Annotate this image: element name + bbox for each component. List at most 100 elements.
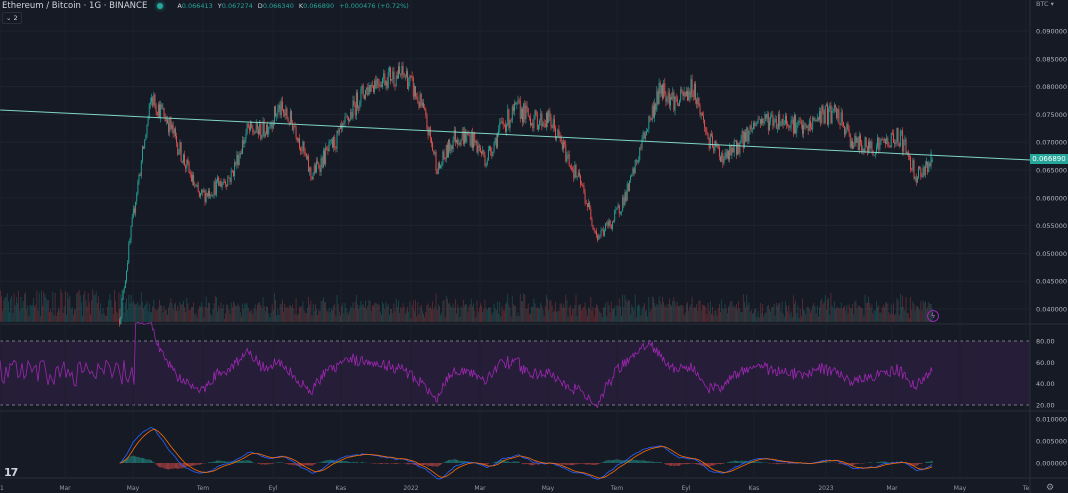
- volume-bar: [485, 307, 487, 322]
- candle-body: [169, 117, 171, 133]
- volume-bar: [242, 303, 243, 322]
- candle-body: [495, 137, 497, 148]
- candle-body: [316, 161, 317, 173]
- candle-body: [351, 112, 353, 118]
- macd-histogram-bar: [921, 463, 923, 464]
- candle-body: [740, 139, 742, 143]
- candle-body: [333, 137, 335, 148]
- candle-body: [193, 174, 195, 186]
- volume-bar: [491, 314, 493, 322]
- candle-body: [840, 112, 842, 125]
- candle-body: [824, 106, 826, 124]
- volume-bar: [91, 300, 92, 322]
- macd-histogram-bar: [393, 463, 395, 464]
- candle-body: [718, 147, 720, 157]
- volume-bar: [671, 305, 673, 322]
- gear-icon[interactable]: ⚙: [1046, 483, 1055, 493]
- volume-bar: [151, 312, 152, 322]
- candle-body: [503, 124, 505, 125]
- candle-body: [870, 141, 872, 149]
- candle-body: [788, 125, 790, 128]
- macd-histogram-bar: [689, 463, 691, 465]
- macd-histogram-bar: [775, 463, 777, 465]
- macd-histogram-bar: [231, 461, 233, 463]
- volume-bar: [617, 306, 619, 322]
- volume-bar: [522, 301, 523, 322]
- volume-bar: [137, 301, 139, 322]
- candle-body: [343, 122, 345, 124]
- volume-bar: [893, 303, 894, 322]
- volume-bar: [420, 304, 422, 322]
- macd-histogram-bar: [295, 463, 297, 466]
- volume-bar: [794, 303, 795, 322]
- candle-body: [236, 154, 238, 165]
- candle-body: [497, 134, 498, 148]
- volume-bar: [540, 302, 542, 322]
- collapse-indicators-button[interactable]: ⌄ 2: [2, 12, 22, 24]
- macd-histogram-bar: [225, 461, 226, 463]
- candle-body: [875, 146, 877, 153]
- volume-bar: [465, 303, 467, 322]
- volume-bar: [913, 303, 915, 322]
- volume-bar: [633, 310, 635, 322]
- candle-body: [299, 138, 300, 148]
- macd-histogram-bar: [698, 463, 700, 465]
- candle-body: [451, 145, 453, 150]
- trendline[interactable]: [0, 109, 1031, 161]
- volume-bar: [338, 311, 340, 322]
- volume-bar: [367, 306, 369, 322]
- candle-body: [370, 84, 372, 92]
- candle-body: [703, 115, 704, 121]
- volume-bar: [812, 305, 814, 322]
- candle-body: [771, 115, 773, 117]
- candle-body: [470, 132, 472, 146]
- candle-body: [223, 181, 225, 183]
- candle-body: [915, 177, 917, 183]
- tradingview-logo[interactable]: 17: [4, 466, 18, 479]
- macd-histogram-bar: [152, 461, 154, 463]
- candle-body: [536, 115, 538, 130]
- macd-histogram-bar: [637, 460, 638, 463]
- macd-histogram-bar: [913, 463, 915, 466]
- candle-body: [448, 139, 450, 158]
- candle-body: [757, 118, 759, 123]
- candle-body: [895, 141, 897, 145]
- macd-histogram-bar: [888, 462, 890, 463]
- candle-body: [220, 181, 222, 188]
- volume-bar: [39, 315, 41, 322]
- macd-histogram-bar: [624, 459, 626, 463]
- candle-body: [519, 100, 521, 119]
- candle-body: [259, 123, 261, 135]
- currency-selector[interactable]: BTC ▾: [1036, 0, 1054, 8]
- volume-bar: [732, 306, 734, 322]
- volume-bar: [830, 292, 832, 322]
- macd-histogram-bar: [460, 460, 462, 463]
- macd-histogram-bar: [649, 461, 651, 463]
- macd-histogram-bar: [169, 463, 171, 469]
- symbol-title[interactable]: Ethereum / Bitcoin · 1G · BINANCE: [2, 1, 148, 11]
- macd-histogram-bar: [720, 463, 721, 465]
- volume-bar: [231, 307, 233, 322]
- candle-body: [861, 142, 863, 152]
- macd-histogram-bar: [717, 463, 719, 464]
- volume-bar: [736, 304, 737, 322]
- time-tick-label: 11: [0, 485, 4, 492]
- macd-histogram-bar: [267, 463, 269, 465]
- candle-body: [147, 117, 149, 125]
- macd-histogram-bar: [210, 462, 212, 463]
- volume-bar: [376, 303, 378, 322]
- candle-body: [268, 127, 270, 135]
- candle-body: [683, 92, 685, 97]
- volume-bar: [515, 305, 517, 322]
- candle-body: [647, 129, 649, 132]
- lightning-icon[interactable]: ϟ: [927, 310, 939, 322]
- volume-bar: [173, 304, 175, 322]
- macd-histogram-bar: [412, 463, 414, 465]
- macd-histogram-bar: [929, 461, 931, 463]
- macd-histogram-bar: [754, 461, 756, 463]
- time-tick-label: May: [127, 485, 140, 492]
- volume-bar: [741, 311, 743, 322]
- macd-histogram-bar: [440, 463, 441, 465]
- candle-body: [128, 244, 130, 263]
